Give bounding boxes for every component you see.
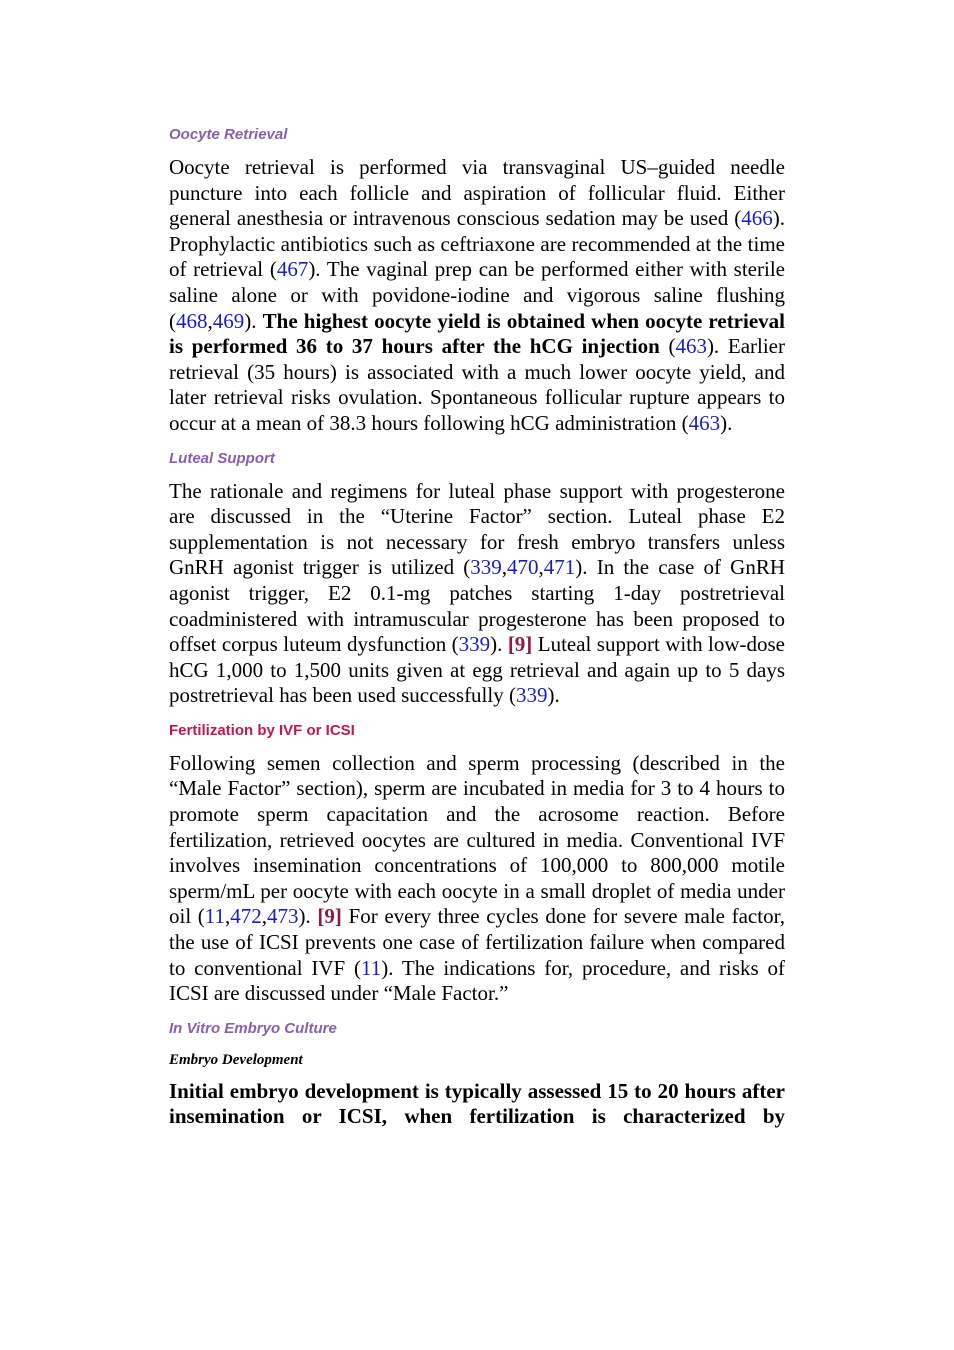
citation-link[interactable]: 471	[543, 555, 576, 580]
text-run: ).	[720, 410, 733, 435]
citation-link[interactable]: 11	[361, 955, 382, 980]
text-run: ,	[207, 308, 213, 333]
article: Oocyte Retrieval Oocyte retrieval is per…	[169, 124, 785, 1141]
text-run: ).	[298, 904, 318, 929]
citation-link[interactable]: 469	[212, 308, 245, 333]
text-run: For every three cycles done for severe m…	[169, 904, 785, 980]
citation-link[interactable]: 463	[675, 334, 707, 359]
text-run: ).	[490, 632, 508, 657]
section-heading: Luteal Support	[169, 449, 275, 467]
text-run: Oocyte retrieval is performed via transv…	[169, 155, 785, 231]
paragraph: The rationale and regimens for luteal ph…	[169, 479, 785, 709]
bold-text: The highest oocyte yield is obtained whe…	[169, 308, 785, 359]
reference-marker: [9]	[507, 632, 533, 657]
citation-link[interactable]: 468	[176, 308, 208, 333]
reference-marker: [9]	[317, 904, 342, 929]
text-run: ). In the case of GnRH agonist trigger, …	[169, 555, 785, 657]
text-run: ). Earlier retrieval (35 hours) is assoc…	[169, 334, 785, 435]
text-run: ).	[547, 683, 560, 708]
text-run: Luteal support with low-dose hCG 1,000 t…	[169, 632, 785, 708]
citation-link[interactable]: 11	[204, 904, 226, 929]
citation-link[interactable]: 339	[470, 555, 502, 580]
subheading: Embryo Development	[169, 1051, 303, 1068]
text-run: ). The vaginal prep can be performed eit…	[169, 257, 785, 333]
citation-link[interactable]: 467	[276, 257, 309, 282]
text-run: ). The indications for, procedure, and r…	[169, 955, 785, 1006]
section-heading: Oocyte Retrieval	[169, 126, 288, 143]
citation-link[interactable]: 472	[230, 904, 262, 929]
text-run: (	[659, 334, 676, 359]
text-run: ,	[261, 904, 268, 929]
citation-link[interactable]: 339	[515, 683, 548, 708]
citation-link[interactable]: 339	[458, 632, 491, 657]
text-run: Following semen collection and sperm pro…	[169, 750, 785, 929]
paragraph: Initial embryo development is typically …	[169, 1079, 785, 1130]
paragraph: Following semen collection and sperm pro…	[169, 751, 785, 1007]
citation-link[interactable]: 470	[507, 555, 539, 580]
text-run: ,	[501, 555, 508, 580]
text-run: ). Prophylactic antibiotics such as ceft…	[169, 206, 785, 282]
bold-text: Initial embryo development is typically …	[169, 1078, 785, 1129]
text-run: ).	[244, 308, 263, 333]
citation-link[interactable]: 473	[267, 904, 299, 929]
text-run: ,	[225, 904, 231, 929]
text-run: ,	[538, 555, 544, 580]
section-heading: In Vitro Embryo Culture	[169, 1019, 337, 1037]
text-run: The rationale and regimens for luteal ph…	[169, 478, 785, 580]
section-heading: Fertilization by IVF or ICSI	[169, 721, 355, 739]
citation-link[interactable]: 466	[741, 206, 773, 231]
paragraph: Oocyte retrieval is performed via transv…	[169, 155, 785, 437]
citation-link[interactable]: 463	[688, 410, 721, 435]
